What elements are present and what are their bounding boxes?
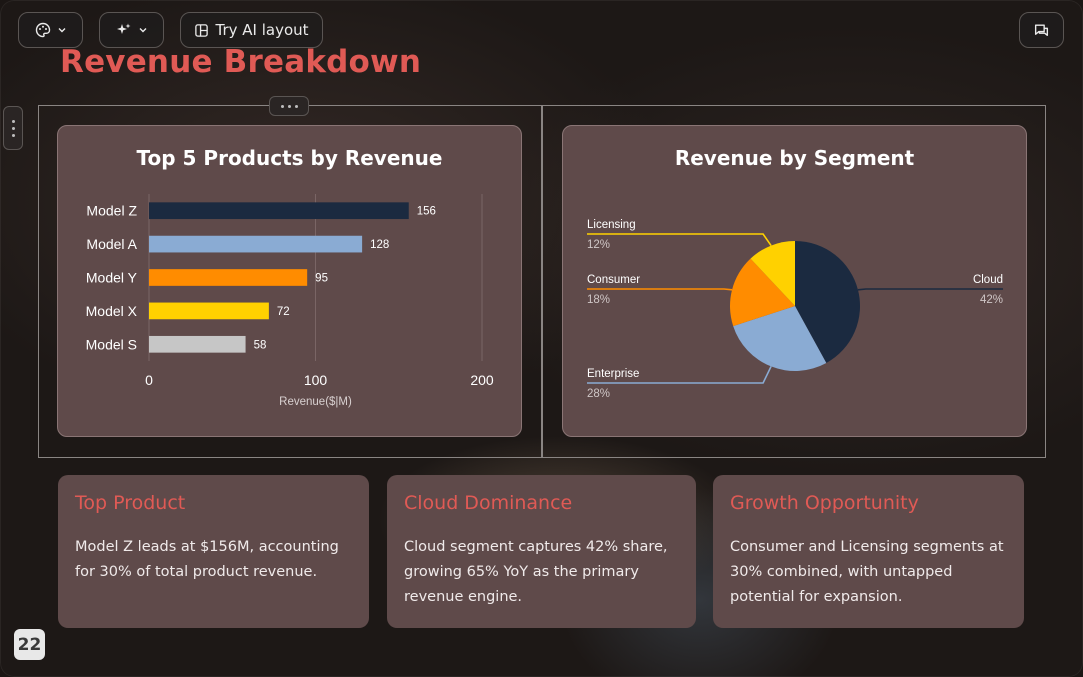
pie-slice [733,306,827,371]
pie-slice [730,258,795,327]
insight-card-body: Cloud segment captures 42% share, growin… [404,539,668,605]
pie-percent-label: 28% [587,388,610,400]
bar-value-label: 156 [417,206,436,218]
pie-leader-line [587,366,772,384]
bar [149,269,308,286]
insight-card-title: Top Product [75,492,186,514]
pie-label: Cloud [973,274,1003,286]
bar-value-label: 128 [370,239,389,251]
comments-button[interactable] [1019,12,1064,48]
sparkles-icon [116,23,130,34]
pie-percent-label: 12% [587,239,610,251]
pie-leader-line [857,288,1003,291]
x-tick-label: 200 [470,372,494,388]
bar [149,335,246,353]
bar [149,202,409,220]
palette-icon [35,22,50,38]
bar-chart-card: Top 5 Products by Revenue 0 100 200 Revenue… [57,125,522,437]
pie-label: Licensing [587,219,636,231]
pie-leader-line [587,288,733,291]
insight-card-title: Cloud Dominance [404,492,573,514]
chevron-down-icon [139,28,146,33]
comments-icon [1034,23,1049,36]
bar-value-label: 58 [254,339,267,351]
pie-chart-card: Revenue by Segment Cloud 42% Enterprise 28%… [562,125,1027,437]
insight-card-body: Consumer and Licensing segments at 30% c… [730,539,1004,605]
pie-percent-label: 42% [980,294,1003,306]
bar-value-label: 72 [277,306,290,318]
bar [149,235,363,253]
charts-divider [541,105,543,458]
insight-card-cloud-dominance: Cloud Dominance Cloud segment captures 4… [387,475,696,628]
insight-card-top-product: Top Product Model Z leads at $156M, acco… [58,475,369,628]
ai-button[interactable] [99,12,164,48]
page-number-badge: 22 [14,629,45,660]
y-tick-label: Model S [86,336,137,352]
pie-slice [795,241,860,363]
pie-leader-line [587,233,772,247]
chevron-down-icon [58,28,65,33]
try-ai-layout-label: Try AI layout [215,21,309,39]
x-tick-label: 0 [145,372,153,388]
x-axis-label: Revenue($|M) [279,396,352,408]
pie-label: Consumer [587,274,640,286]
insight-card-title: Growth Opportunity [730,492,919,514]
drag-handle-horizontal[interactable] [269,96,309,116]
y-tick-label: Model X [86,303,138,319]
pie-chart-title: Revenue by Segment [674,146,915,170]
bar [149,302,269,320]
page-title: Revenue Breakdown [60,44,422,80]
y-tick-label: Model Z [86,203,137,219]
pie-label: Enterprise [587,368,639,380]
y-tick-label: Model A [86,236,137,252]
bar-value-label: 95 [315,273,328,285]
bar-chart-title: Top 5 Products by Revenue [136,146,443,170]
theme-button[interactable] [18,12,83,48]
insight-card-growth-opportunity: Growth Opportunity Consumer and Licensin… [713,475,1024,628]
x-tick-label: 100 [304,372,328,388]
drag-handle-vertical[interactable] [3,106,23,150]
bar-chart: 0 100 200 Revenue($|M) Model Z 156 Model A 128 M… [86,194,494,408]
try-ai-layout-button[interactable]: Try AI layout [180,12,323,48]
layout-icon [195,23,209,37]
pie-chart: Cloud 42% Enterprise 28% Consumer 18% Licensin… [587,219,1003,400]
insight-card-body: Model Z leads at $156M, accounting for 3… [75,539,339,580]
y-tick-label: Model Y [86,270,138,286]
pie-percent-label: 18% [587,294,610,306]
pie-slice [750,241,795,306]
